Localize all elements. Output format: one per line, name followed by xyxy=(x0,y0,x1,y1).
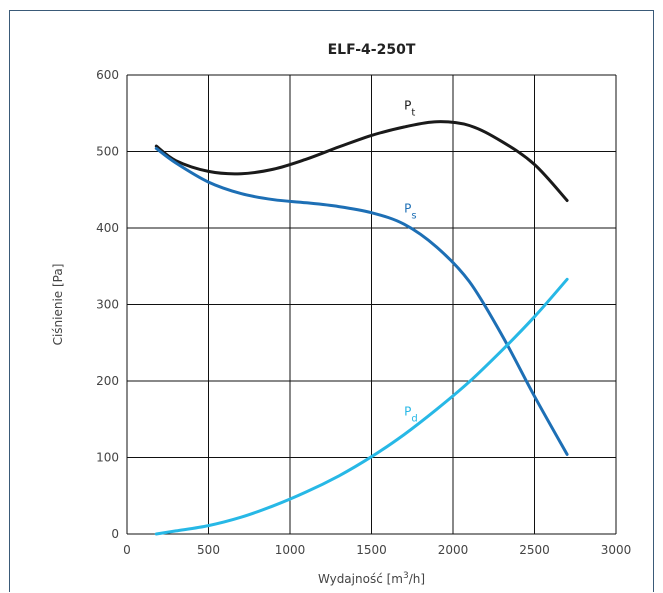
curves xyxy=(154,120,569,536)
grid xyxy=(126,74,617,535)
x-axis-label-tail: /h] xyxy=(409,572,425,586)
x-tick-label-3: 1500 xyxy=(356,543,387,557)
x-tick-label-1: 500 xyxy=(197,543,220,557)
y-tick-label-0: 0 xyxy=(111,527,119,541)
x-tick-label-0: 0 xyxy=(123,543,131,557)
x-tick-label-6: 3000 xyxy=(601,543,632,557)
chart-frame xyxy=(9,10,654,592)
y-tick-label-6: 600 xyxy=(96,68,119,82)
x-tick-label-2: 1000 xyxy=(275,543,306,557)
y-tick-label-1: 100 xyxy=(96,451,119,465)
series-line-ps xyxy=(154,146,569,456)
x-tick-label-5: 2500 xyxy=(519,543,550,557)
x-axis-label: Wydajność [m3/h] xyxy=(318,571,425,586)
chart-title: ELF-4-250T xyxy=(328,42,416,58)
x-axis-label-base: Wydajność [m xyxy=(318,572,403,586)
x-axis-label-sup: 3 xyxy=(403,571,409,581)
series-label-pd: Pd xyxy=(404,404,418,424)
y-tick-label-2: 200 xyxy=(96,374,119,388)
y-tick-label-3: 300 xyxy=(96,298,119,312)
series-label-pt: Pt xyxy=(404,98,415,118)
x-tick-label-4: 2000 xyxy=(438,543,469,557)
y-tick-label-4: 400 xyxy=(96,221,119,235)
series-line-pd xyxy=(154,277,569,536)
curve-labels: Pt Ps Pd xyxy=(404,98,418,424)
y-axis-ticks: 0 100 200 300 400 500 600 xyxy=(96,68,119,541)
y-tick-label-5: 500 xyxy=(96,145,119,159)
y-axis-label: Ciśnienie [Pa] xyxy=(51,264,65,346)
x-axis-ticks: 0 500 1000 1500 2000 2500 3000 xyxy=(123,543,631,557)
series-label-ps: Ps xyxy=(404,202,416,222)
series-line-pt xyxy=(154,120,569,202)
